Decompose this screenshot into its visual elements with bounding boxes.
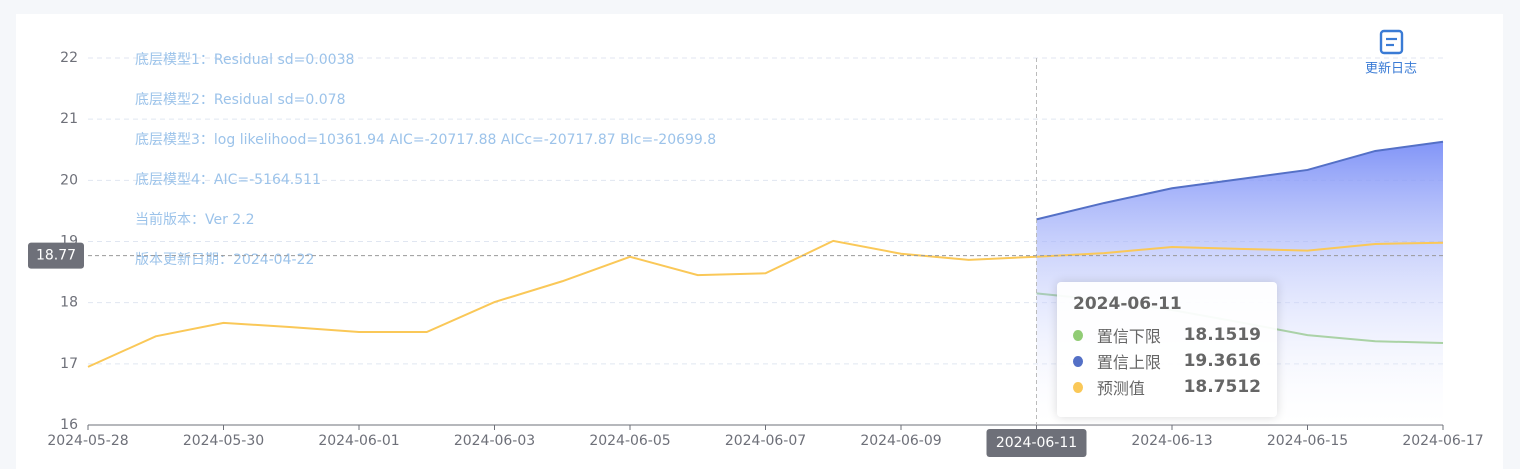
tooltip-value: 18.1519 <box>1183 325 1261 345</box>
y-tick-label: 18 <box>60 295 78 311</box>
annotation: 当前版本：Ver 2.2 <box>135 211 255 228</box>
x-tick-label: 2024-06-15 <box>1267 433 1348 449</box>
pointer-label-bg <box>986 429 1087 457</box>
x-tick-label: 2024-05-28 <box>47 433 128 449</box>
tooltip-marker <box>1073 355 1083 367</box>
pointer-label-bg <box>28 242 84 269</box>
toolbox-label[interactable]: 更新日志 <box>1365 61 1417 77</box>
tooltip-row: 置信上限 19.3616 <box>1073 348 1261 374</box>
tooltip-row: 预测值 18.7512 <box>1073 374 1261 400</box>
tooltip-row: 置信下限 18.1519 <box>1073 322 1261 348</box>
toolbox[interactable]: 更新日志 <box>1365 29 1417 77</box>
log-icon[interactable] <box>1379 29 1404 55</box>
series-line <box>87 239 1444 368</box>
x-tick-label: 2024-06-09 <box>860 433 941 449</box>
y-tick-label: 22 <box>60 50 78 66</box>
x-tick-label: 2024-06-03 <box>454 433 535 449</box>
x-tick-label: 2024-05-30 <box>183 433 264 449</box>
series-line <box>1036 140 1444 221</box>
tooltip-series-name: 置信上限 <box>1096 353 1161 372</box>
x-tick-label: 2024-06-13 <box>1131 433 1212 449</box>
y-tick-label: 17 <box>60 356 78 372</box>
tooltip: 2024-06-11 置信下限 18.1519 置信上限 19.3616 预测值 18.7… <box>1057 282 1277 417</box>
y-tick-label: 20 <box>60 172 78 188</box>
pointer-label: 18.77 <box>36 248 76 264</box>
y-tick-label: 21 <box>60 111 78 127</box>
x-tick-label: 2024-06-05 <box>589 433 670 449</box>
tooltip-series-name: 置信下限 <box>1096 327 1161 346</box>
tooltip-marker <box>1073 381 1083 393</box>
annotation: 底层模型3：log likelihood=10361.94 AIC=-20717… <box>135 132 716 148</box>
tooltip-value: 18.7512 <box>1183 377 1261 397</box>
x-tick-label: 2024-06-17 <box>1402 433 1483 449</box>
annotation: 版本更新日期：2024-04-22 <box>135 252 314 268</box>
x-tick-label: 2024-06-01 <box>318 433 399 449</box>
annotation: 底层模型2：Residual sd=0.078 <box>135 92 345 108</box>
annotation: 底层模型4：AIC=-5164.511 <box>135 172 321 188</box>
x-tick-label: 2024-06-07 <box>725 433 806 449</box>
tooltip-value: 19.3616 <box>1183 351 1261 371</box>
tooltip-marker <box>1073 329 1083 341</box>
annotation: 底层模型1：Residual sd=0.0038 <box>135 52 354 68</box>
y-tick-label: 16 <box>60 417 78 433</box>
tooltip-series-name: 预测值 <box>1096 379 1145 398</box>
pointer-label: 2024-06-11 <box>996 435 1077 451</box>
tooltip-title: 2024-06-11 <box>1073 294 1182 314</box>
